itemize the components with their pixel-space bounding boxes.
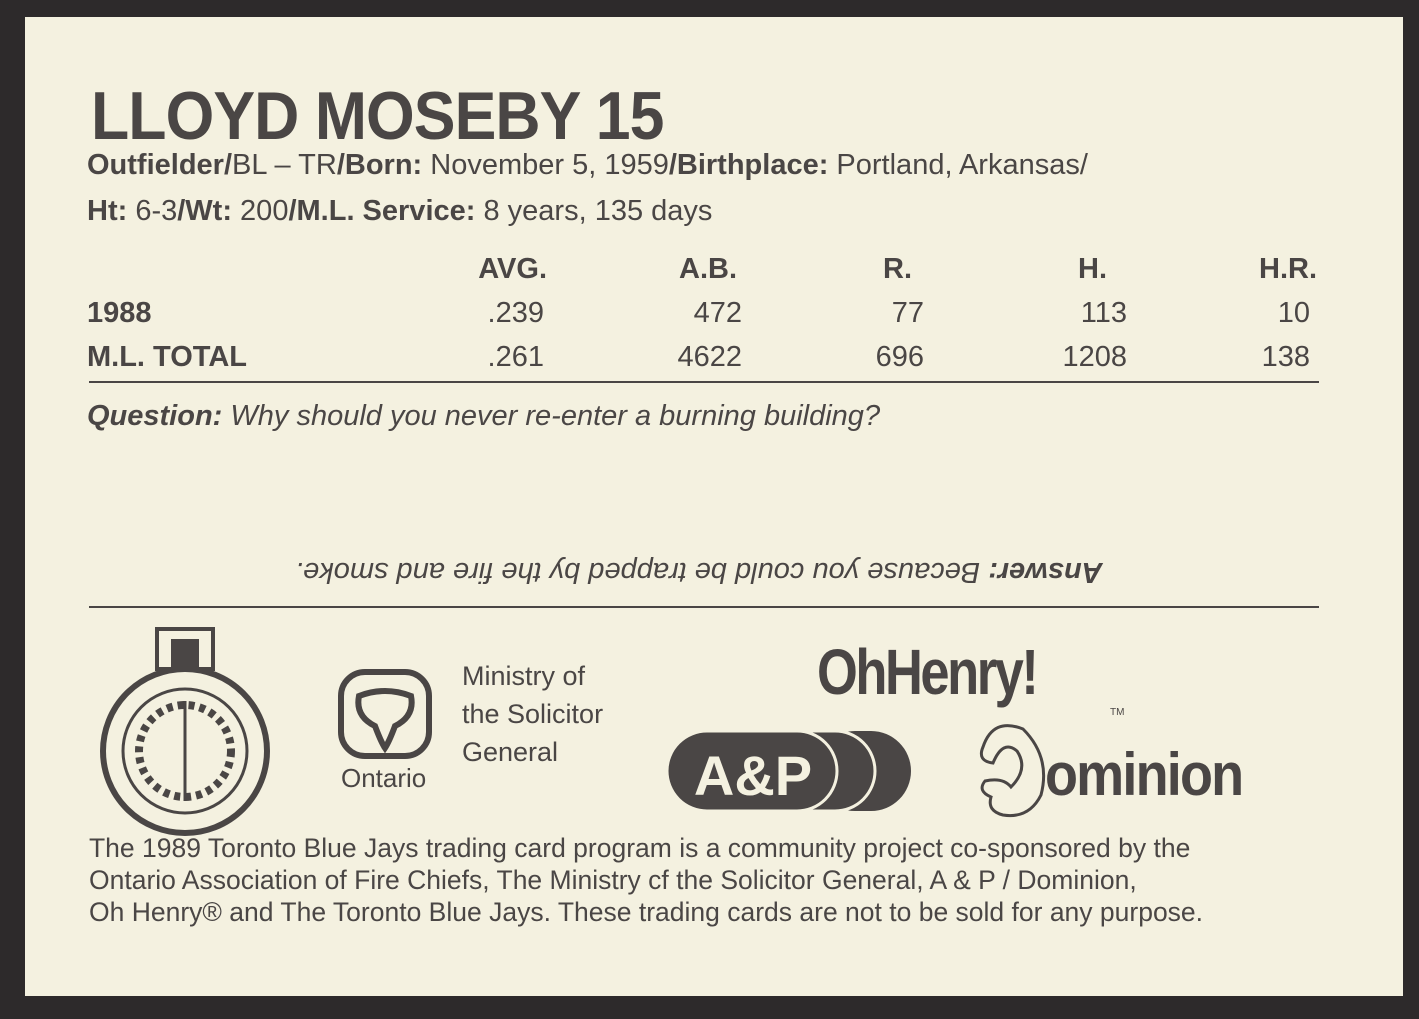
question: Question: Why should you never re-enter … <box>87 400 881 432</box>
ap-logo: A&P <box>665 729 911 813</box>
weight: 200 <box>232 195 289 227</box>
col-avg: AVG. <box>478 253 547 285</box>
stats-row: M.L. TOTAL .261 4622 696 1208 138 <box>87 341 1310 373</box>
ap-text: A&P <box>694 744 812 807</box>
position: Outfielder <box>87 149 224 181</box>
player-name: LLOYD MOSEBY 15 <box>91 78 664 154</box>
birthplace: Portland, Arkansas/ <box>828 149 1088 181</box>
bio-line-1: Outfielder/BL – TR/Born: November 5, 195… <box>87 149 1088 181</box>
stats-table: AVG. A.B. R. H. H.R. 1988 .239 472 77 11… <box>87 253 1317 385</box>
birth-date: November 5, 1959 <box>422 149 669 181</box>
bio-line-2: Ht: 6-3/Wt: 200/M.L. Service: 8 years, 1… <box>87 195 713 227</box>
ministry-label: Ministry of the Solicitor General <box>462 661 604 767</box>
ontario-trillium-logo <box>338 669 432 759</box>
height: 6-3 <box>127 195 178 227</box>
oh-henry-logo: OhHenry! <box>817 636 1039 708</box>
col-h: H. <box>1078 253 1107 285</box>
dominion-d-logo <box>979 724 1046 818</box>
divider <box>89 606 1319 608</box>
trading-card-back: LLOYD MOSEBY 15 Outfielder/BL – TR/Born:… <box>25 17 1403 996</box>
dominion-logo: ominion <box>1045 741 1244 808</box>
ontario-label: Ontario <box>341 763 427 793</box>
fire-chiefs-seal-logo <box>100 627 270 836</box>
stats-row: 1988 .239 472 77 113 10 <box>87 297 1310 329</box>
bats-throws: BL – TR <box>232 149 337 181</box>
service-time: 8 years, 135 days <box>475 195 713 227</box>
col-ab: A.B. <box>679 253 737 285</box>
trademark: TM <box>1110 707 1125 718</box>
answer-upside-down: Answer: Because you could be trapped by … <box>295 556 1103 588</box>
sponsorship-notice: The 1989 Toronto Blue Jays trading card … <box>89 833 1204 927</box>
col-r: R. <box>883 253 912 285</box>
col-hr: H.R. <box>1259 253 1317 285</box>
stats-header-row: AVG. A.B. R. H. H.R. <box>87 253 1317 297</box>
divider <box>89 381 1319 383</box>
